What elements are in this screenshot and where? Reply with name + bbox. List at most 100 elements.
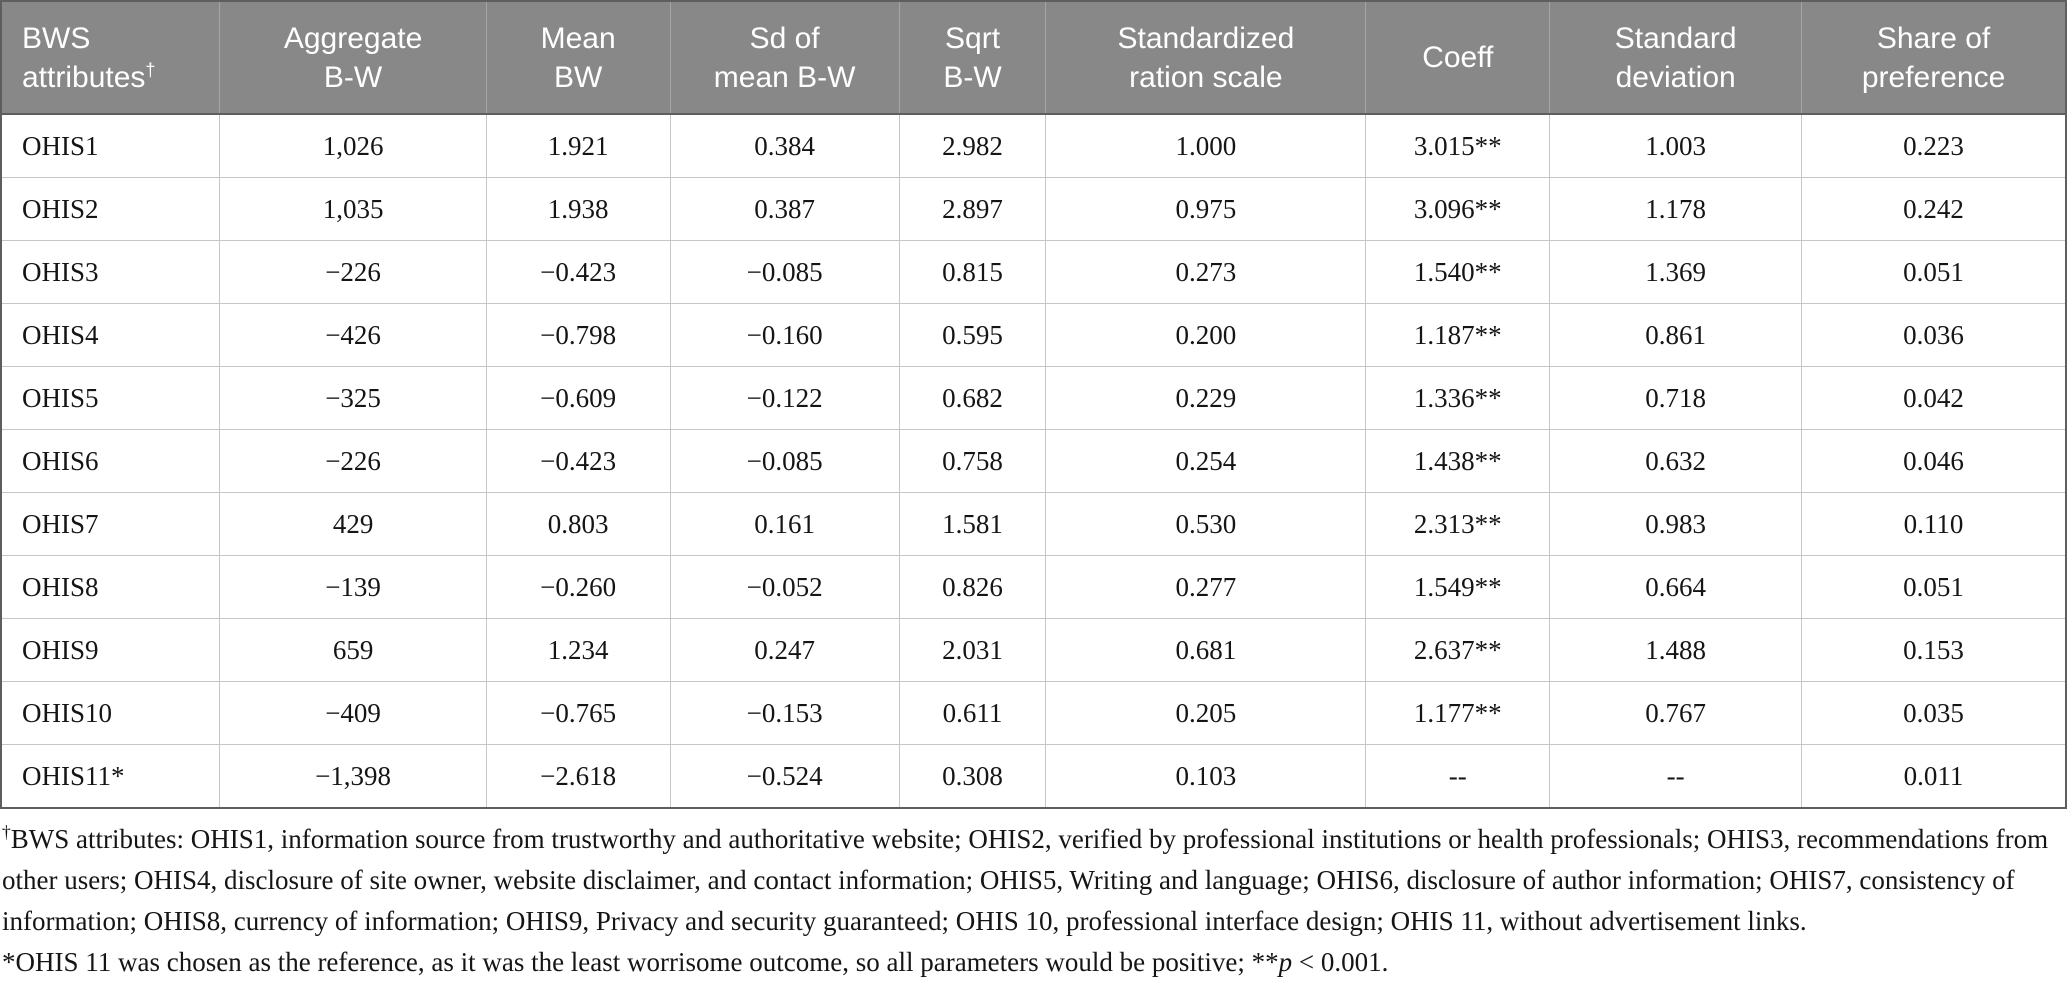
attribute-label-cell: OHIS5 (0, 366, 221, 430)
value-cell: 0.682 (898, 366, 1047, 430)
footnote-paragraph-1: †BWS attributes: OHIS1, information sour… (2, 819, 2063, 942)
value-cell: −0.524 (669, 744, 900, 809)
value-cell: −0.153 (669, 681, 900, 745)
value-cell: -- (1365, 744, 1551, 809)
value-cell: 3.096** (1365, 177, 1551, 241)
table-row-OHIS2: OHIS2 1,035 1.938 0.387 2.897 0.975 3.096** 1.1… (0, 177, 2067, 241)
value-cell: 0.035 (1801, 681, 2067, 745)
value-cell: −0.798 (485, 303, 671, 367)
value-cell: 429 (219, 492, 487, 556)
value-cell: 0.758 (898, 429, 1047, 493)
value-cell: 0.051 (1801, 240, 2067, 304)
table-body: OHIS1 1,026 1.921 0.384 2.982 1.000 3.015** 1.0… (0, 113, 2067, 809)
value-cell: −1,398 (219, 744, 487, 809)
value-cell: −139 (219, 555, 487, 619)
value-cell: 0.223 (1801, 113, 2067, 178)
header-cell-Share of preference: Share of preference (1801, 1, 2067, 115)
footnote-paragraph-2: *OHIS 11 was chosen as the reference, as… (2, 942, 2063, 983)
value-cell: 1,035 (219, 177, 487, 241)
header-cell-Mean BW: Mean BW (485, 1, 671, 115)
value-cell: −0.260 (485, 555, 671, 619)
table-row-OHIS1: OHIS1 1,026 1.921 0.384 2.982 1.000 3.015** 1.0… (0, 113, 2067, 178)
table-footnotes: †BWS attributes: OHIS1, information sour… (0, 819, 2067, 983)
value-cell: 0.681 (1045, 618, 1367, 682)
table-row-OHIS9: OHIS9 659 1.234 0.247 2.031 0.681 2.637** 1.488… (0, 618, 2067, 682)
value-cell: 1.921 (485, 113, 671, 178)
table-row-OHIS3: OHIS3 −226 −0.423 −0.085 0.815 0.273 1.540** 1.… (0, 240, 2067, 304)
table-row-OHIS8: OHIS8 −139 −0.260 −0.052 0.826 0.277 1.549** 0.… (0, 555, 2067, 619)
value-cell: 1.438** (1365, 429, 1551, 493)
value-cell: 1.488 (1549, 618, 1803, 682)
table-row-OHIS11*: OHIS11* −1,398 −2.618 −0.524 0.308 0.103 -- -- 0… (0, 744, 2067, 809)
header-cell-Sd of mean B-W: Sd of mean B-W (669, 1, 900, 115)
value-cell: 0.664 (1549, 555, 1803, 619)
value-cell: 0.803 (485, 492, 671, 556)
value-cell: −2.618 (485, 744, 671, 809)
value-cell: 1.369 (1549, 240, 1803, 304)
attribute-label-cell: OHIS1 (0, 113, 221, 178)
value-cell: −0.423 (485, 240, 671, 304)
value-cell: 0.826 (898, 555, 1047, 619)
header-cell-Standard deviation: Standard deviation (1549, 1, 1803, 115)
footnote-text-segment: p (1278, 947, 1293, 977)
footnote-text-segment: BWS attributes: OHIS1, information sourc… (2, 824, 2049, 936)
value-cell: 0.815 (898, 240, 1047, 304)
value-cell: 1.549** (1365, 555, 1551, 619)
attribute-label-cell: OHIS4 (0, 303, 221, 367)
value-cell: 0.273 (1045, 240, 1367, 304)
value-cell: 0.632 (1549, 429, 1803, 493)
attribute-label-cell: OHIS6 (0, 429, 221, 493)
header-cell-Aggregate B-W: Aggregate B-W (219, 1, 487, 115)
attribute-label-cell: OHIS7 (0, 492, 221, 556)
value-cell: 0.718 (1549, 366, 1803, 430)
value-cell: −0.085 (669, 429, 900, 493)
value-cell: 1.336** (1365, 366, 1551, 430)
value-cell: 0.042 (1801, 366, 2067, 430)
value-cell: 0.767 (1549, 681, 1803, 745)
value-cell: 0.103 (1045, 744, 1367, 809)
value-cell: 2.031 (898, 618, 1047, 682)
value-cell: 1.234 (485, 618, 671, 682)
value-cell: 1.003 (1549, 113, 1803, 178)
value-cell: 0.161 (669, 492, 900, 556)
header-cell-Standardized ration scale: Standardized ration scale (1045, 1, 1367, 115)
value-cell: -- (1549, 744, 1803, 809)
value-cell: 0.110 (1801, 492, 2067, 556)
value-cell: 0.046 (1801, 429, 2067, 493)
value-cell: 659 (219, 618, 487, 682)
value-cell: 0.247 (669, 618, 900, 682)
value-cell: 2.897 (898, 177, 1047, 241)
attribute-label-cell: OHIS9 (0, 618, 221, 682)
value-cell: 0.242 (1801, 177, 2067, 241)
value-cell: −0.423 (485, 429, 671, 493)
value-cell: −325 (219, 366, 487, 430)
value-cell: 2.982 (898, 113, 1047, 178)
value-cell: 0.308 (898, 744, 1047, 809)
header-cell-Coeff: Coeff (1365, 1, 1551, 115)
value-cell: 0.277 (1045, 555, 1367, 619)
table-header-row: BWS attributes† Aggregate B-W Mean BW Sd of mea… (0, 1, 2067, 115)
value-cell: 0.975 (1045, 177, 1367, 241)
value-cell: 0.051 (1801, 555, 2067, 619)
footnote-text-segment: *OHIS 11 was chosen as the reference, as… (2, 947, 1279, 977)
value-cell: 1.540** (1365, 240, 1551, 304)
header-cell-BWS attributes†: BWS attributes† (0, 1, 221, 115)
value-cell: −0.085 (669, 240, 900, 304)
value-cell: 0.036 (1801, 303, 2067, 367)
value-cell: −409 (219, 681, 487, 745)
value-cell: −0.122 (669, 366, 900, 430)
table-row-OHIS4: OHIS4 −426 −0.798 −0.160 0.595 0.200 1.187** 0.… (0, 303, 2067, 367)
value-cell: −0.765 (485, 681, 671, 745)
value-cell: 0.384 (669, 113, 900, 178)
header-cell-Sqrt B-W: Sqrt B-W (898, 1, 1047, 115)
value-cell: 1.938 (485, 177, 671, 241)
attribute-label-cell: OHIS10 (0, 681, 221, 745)
value-cell: −226 (219, 240, 487, 304)
value-cell: 0.595 (898, 303, 1047, 367)
attribute-label-cell: OHIS8 (0, 555, 221, 619)
value-cell: −426 (219, 303, 487, 367)
value-cell: 1.000 (1045, 113, 1367, 178)
value-cell: 0.254 (1045, 429, 1367, 493)
value-cell: 0.861 (1549, 303, 1803, 367)
